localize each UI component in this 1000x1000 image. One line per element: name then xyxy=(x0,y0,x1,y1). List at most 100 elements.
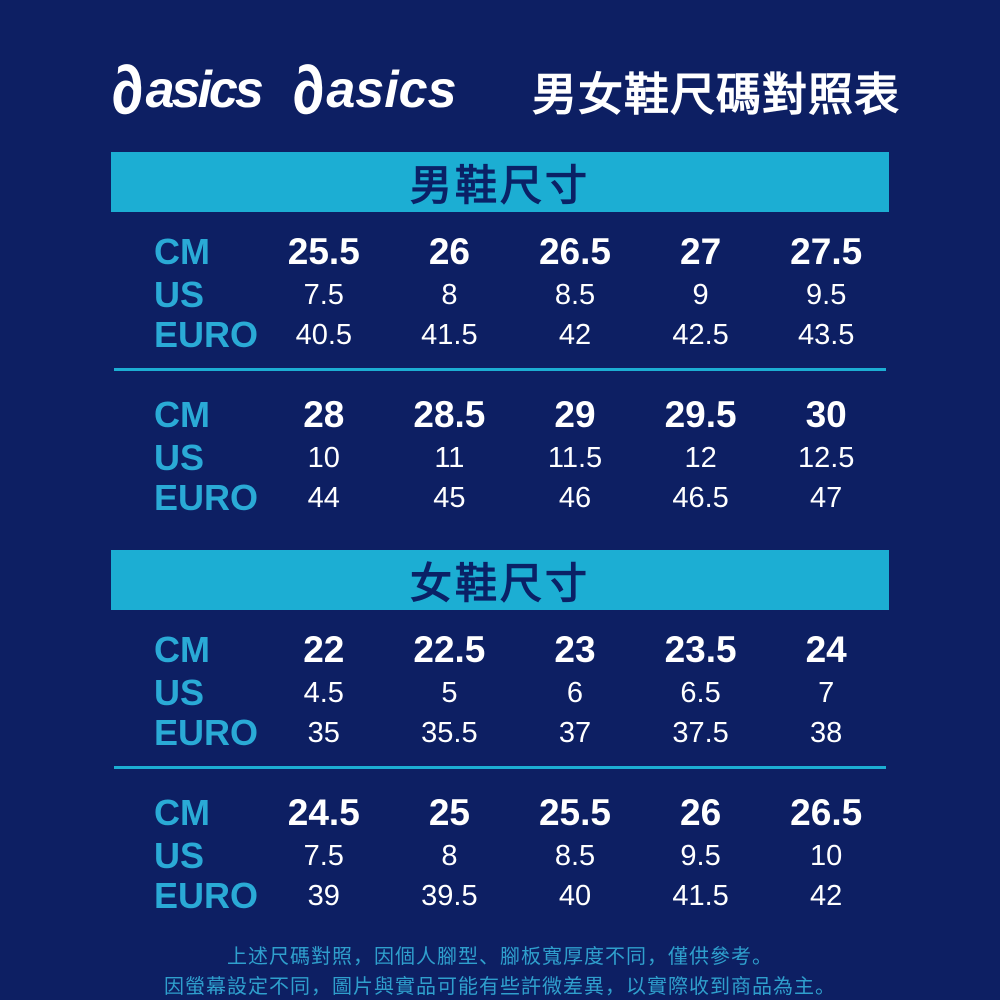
men-section-banner: 男鞋尺寸 xyxy=(111,152,889,212)
row-label: EURO xyxy=(154,477,259,518)
table-row: US 7.5 8 8.5 9.5 10 xyxy=(111,836,889,876)
asics-logo-text: asics xyxy=(145,61,264,119)
table-row: CM 24.5 25 25.5 26 26.5 xyxy=(111,789,889,836)
table-row: EURO 40.5 41.5 42 42.5 43.5 xyxy=(111,315,889,355)
table-row: EURO 35 35.5 37 37.5 38 xyxy=(111,713,889,753)
size-value: 8 xyxy=(441,278,458,311)
size-value: 38 xyxy=(810,716,843,749)
men-size-block-2: CM 28 28.5 29 29.5 30 US 10 11 11.5 12 1… xyxy=(111,381,889,518)
footer-disclaimer: 上述尺碼對照，因個人腳型、腳板寬厚度不同，僅供參考。 因螢幕設定不同，圖片與實品… xyxy=(0,942,1000,1000)
size-value: 24.5 xyxy=(287,792,360,833)
size-value: 26 xyxy=(428,231,470,272)
table-row: EURO 44 45 46 46.5 47 xyxy=(111,478,889,518)
size-value: 11 xyxy=(434,441,465,474)
women-size-block-2: CM 24.5 25 25.5 26 26.5 US 7.5 8 8.5 9.5… xyxy=(111,779,889,916)
size-value: 41.5 xyxy=(421,318,478,351)
size-value: 22.5 xyxy=(413,629,486,670)
size-value: 9.5 xyxy=(680,839,721,872)
disclaimer-line: 上述尺碼對照，因個人腳型、腳板寬厚度不同，僅供參考。 xyxy=(227,946,773,968)
size-value: 42 xyxy=(810,879,843,912)
size-value: 4.5 xyxy=(303,676,344,709)
page-title: 男女鞋尺碼對照表 xyxy=(531,68,900,120)
size-value: 42 xyxy=(558,318,592,351)
size-value: 25.5 xyxy=(538,792,611,833)
size-value: 39 xyxy=(307,879,340,912)
size-value: 27.5 xyxy=(790,231,863,272)
size-value: 12.5 xyxy=(797,441,855,474)
size-value: 26.5 xyxy=(790,792,863,833)
asics-logo: ∂ asics xyxy=(105,50,264,130)
size-value: 12 xyxy=(684,441,717,474)
size-value: 29.5 xyxy=(664,394,737,435)
size-value: 28 xyxy=(303,394,345,435)
size-value: 26 xyxy=(680,792,722,833)
size-value: 25.5 xyxy=(287,231,360,272)
table-row: CM 22 22.5 23 23.5 24 xyxy=(111,626,889,673)
table-row: EURO 39 39.5 40 41.5 42 xyxy=(111,876,889,916)
size-value: 10 xyxy=(810,839,843,872)
size-value: 25 xyxy=(428,792,470,833)
size-value: 42.5 xyxy=(672,318,729,351)
women-section-banner: 女鞋尺寸 xyxy=(111,550,889,610)
row-label: EURO xyxy=(154,712,259,753)
header: ∂ asics ∂ asics 男女鞋尺碼對照表 xyxy=(0,0,1000,132)
size-value: 47 xyxy=(810,481,843,514)
row-label: US xyxy=(154,437,205,478)
logo-group: ∂ asics ∂ asics xyxy=(105,50,457,130)
row-label: US xyxy=(154,672,205,713)
size-value: 46.5 xyxy=(672,481,729,514)
disclaimer-line: 因螢幕設定不同，圖片與實品可能有些許微差異，以實際收到商品為主。 xyxy=(164,976,836,998)
size-value: 10 xyxy=(307,441,340,474)
size-value: 43.5 xyxy=(797,318,855,351)
size-value: 30 xyxy=(805,394,847,435)
section-divider xyxy=(114,766,886,769)
row-label: US xyxy=(154,274,205,315)
size-value: 37 xyxy=(558,716,592,749)
size-value: 28.5 xyxy=(413,394,486,435)
asics-logo-text: asics xyxy=(326,61,457,119)
size-value: 7.5 xyxy=(303,839,344,872)
size-value: 8.5 xyxy=(554,278,596,311)
size-value: 8 xyxy=(441,839,458,872)
size-value: 35.5 xyxy=(421,716,478,749)
size-value: 5 xyxy=(441,676,458,709)
size-value: 9.5 xyxy=(806,278,847,311)
women-size-block-1: CM 22 22.5 23 23.5 24 US 4.5 5 6 6.5 7 E… xyxy=(111,610,889,753)
size-value: 35 xyxy=(307,716,340,749)
size-value: 46 xyxy=(558,481,592,514)
row-label: CM xyxy=(154,230,210,272)
row-label: EURO xyxy=(154,875,259,916)
size-value: 37.5 xyxy=(672,716,729,749)
size-value: 41.5 xyxy=(672,879,729,912)
size-value: 23.5 xyxy=(664,629,737,670)
table-row: US 10 11 11.5 12 12.5 xyxy=(111,438,889,478)
size-value: 23 xyxy=(554,629,596,670)
row-label: CM xyxy=(154,393,210,435)
size-value: 6.5 xyxy=(680,676,721,709)
table-row: US 7.5 8 8.5 9 9.5 xyxy=(111,275,889,315)
size-value: 7 xyxy=(818,676,835,709)
size-value: 9 xyxy=(692,278,709,311)
row-label: CM xyxy=(154,791,210,833)
size-value: 24 xyxy=(805,629,847,670)
size-value: 29 xyxy=(554,394,596,435)
size-value: 8.5 xyxy=(554,839,596,872)
table-row: US 4.5 5 6 6.5 7 xyxy=(111,673,889,713)
size-value: 45 xyxy=(433,481,466,514)
size-value: 7.5 xyxy=(303,278,344,311)
men-size-block-1: CM 25.5 26 26.5 27 27.5 US 7.5 8 8.5 9 9… xyxy=(111,212,889,355)
size-value: 39.5 xyxy=(421,879,478,912)
size-value: 27 xyxy=(680,231,722,272)
size-value: 11.5 xyxy=(547,441,603,474)
size-value: 40.5 xyxy=(295,318,353,351)
section-divider xyxy=(114,368,886,371)
asics-spiral-icon: ∂ xyxy=(104,50,149,130)
table-row: CM 25.5 26 26.5 27 27.5 xyxy=(111,228,889,275)
size-value: 40 xyxy=(558,879,592,912)
row-label: US xyxy=(154,835,205,876)
table-row: CM 28 28.5 29 29.5 30 xyxy=(111,391,889,438)
row-label: EURO xyxy=(154,314,259,355)
size-value: 26.5 xyxy=(538,231,611,272)
size-value: 6 xyxy=(566,676,584,709)
